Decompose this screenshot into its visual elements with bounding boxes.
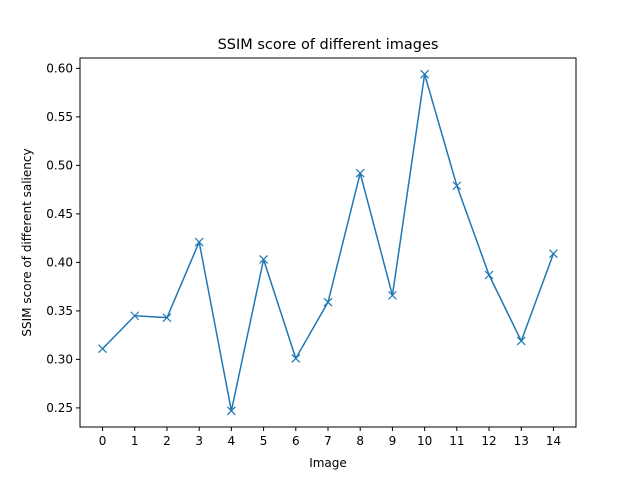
data-point bbox=[323, 297, 333, 307]
x-tick-label: 14 bbox=[546, 434, 561, 448]
x-tick-label: 8 bbox=[356, 434, 364, 448]
y-tick-label: 0.35 bbox=[46, 304, 73, 318]
x-tick-label: 10 bbox=[417, 434, 432, 448]
x-tick-label: 9 bbox=[389, 434, 397, 448]
data-point bbox=[162, 313, 172, 323]
series-layer bbox=[98, 69, 558, 416]
x-tick-label: 13 bbox=[514, 434, 529, 448]
y-tick-label: 0.45 bbox=[46, 207, 73, 221]
plot-frame bbox=[79, 57, 577, 428]
x-tick-label: 12 bbox=[481, 434, 496, 448]
data-point bbox=[259, 255, 269, 264]
y-tick-label: 0.25 bbox=[46, 401, 73, 415]
data-point bbox=[420, 69, 430, 79]
data-point bbox=[516, 336, 526, 346]
y-tick-label: 0.30 bbox=[46, 353, 73, 367]
data-point bbox=[387, 290, 397, 300]
x-tick-label: 3 bbox=[195, 434, 203, 448]
y-axis-label: SSIM score of different saliency bbox=[20, 148, 34, 336]
data-point bbox=[484, 270, 494, 280]
x-tick-label: 5 bbox=[260, 434, 268, 448]
data-point bbox=[291, 353, 301, 363]
data-point bbox=[355, 168, 365, 178]
x-tick-label: 1 bbox=[131, 434, 139, 448]
x-tick-label: 7 bbox=[324, 434, 332, 448]
x-tick-label: 0 bbox=[99, 434, 107, 448]
y-tick-label: 0.55 bbox=[46, 110, 73, 124]
chart-title: SSIM score of different images bbox=[218, 37, 439, 53]
x-tick-label: 6 bbox=[292, 434, 300, 448]
data-point bbox=[226, 406, 236, 416]
y-axis-ticks: 0.25 0.30 0.35 0.40 0.45 0.50 0.55 0.60 bbox=[46, 62, 80, 415]
y-tick-label: 0.40 bbox=[46, 256, 73, 270]
x-tick-label: 2 bbox=[163, 434, 171, 448]
data-point bbox=[130, 311, 140, 321]
plot-area bbox=[80, 58, 576, 427]
x-axis-ticks: 0 1 2 3 4 5 6 7 8 9 10 11 12 13 14 bbox=[99, 427, 561, 448]
data-point bbox=[194, 237, 204, 247]
data-point bbox=[549, 249, 558, 259]
data-point bbox=[98, 344, 107, 354]
data-point bbox=[452, 181, 462, 191]
x-axis-label: Image bbox=[309, 456, 347, 470]
x-tick-label: 4 bbox=[228, 434, 236, 448]
y-tick-label: 0.50 bbox=[46, 159, 73, 173]
y-tick-label: 0.60 bbox=[46, 62, 73, 76]
x-tick-label: 11 bbox=[449, 434, 464, 448]
